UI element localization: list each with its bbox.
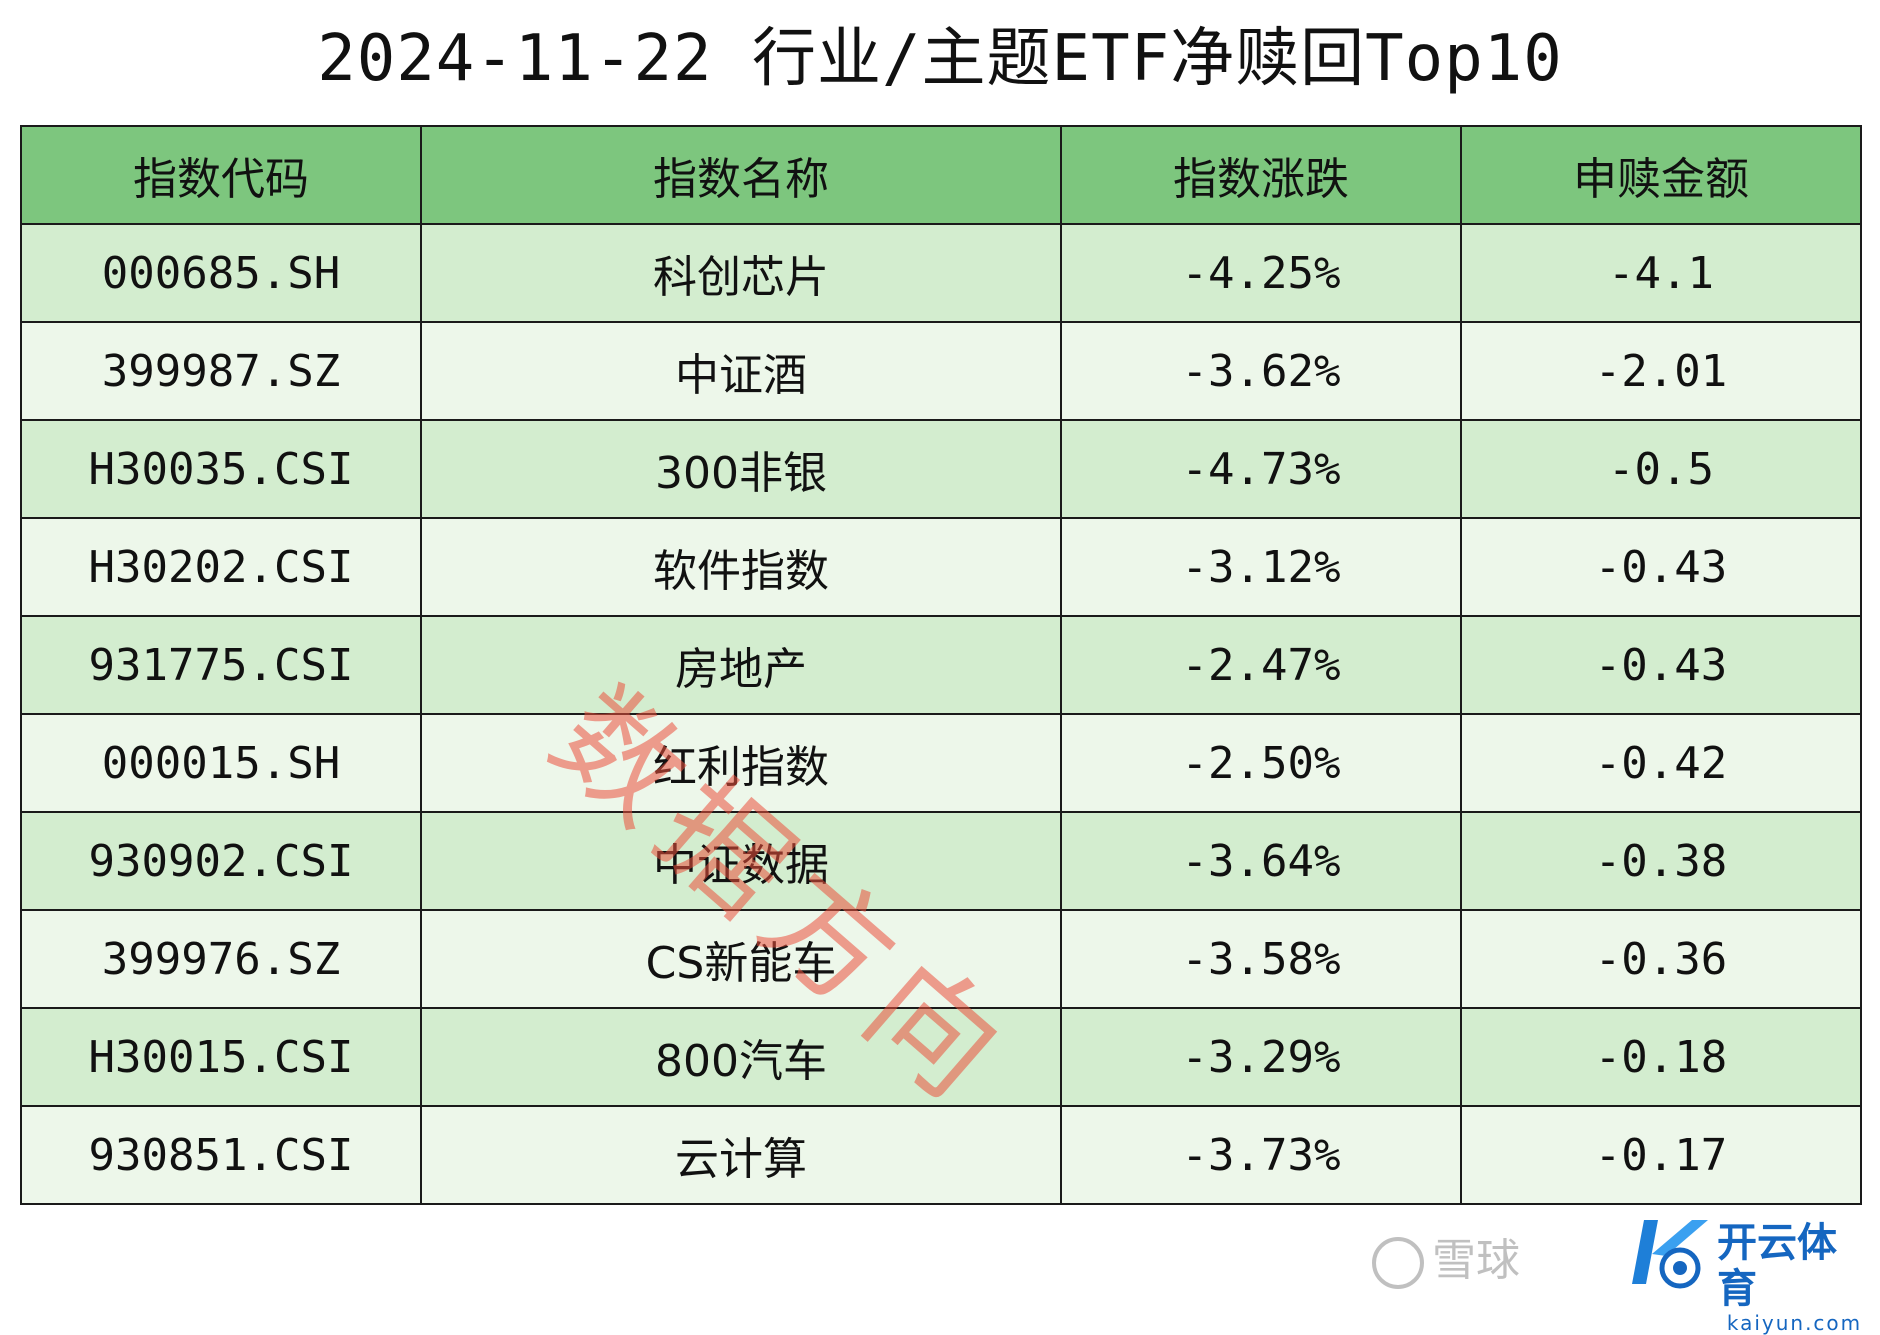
cell-index-code: H30035.CSI — [20, 419, 422, 519]
cell-redemption-amount: -0.18 — [1460, 1007, 1862, 1107]
cell-redemption-amount: -2.01 — [1460, 321, 1862, 421]
cell-index-name: 中证酒 — [420, 321, 1062, 421]
cell-index-code: 930902.CSI — [20, 811, 422, 911]
cell-index-code: 399976.SZ — [20, 909, 422, 1009]
table-row: 399987.SZ 中证酒 -3.62% -2.01 — [20, 321, 1862, 421]
cell-index-name: 房地产 — [420, 615, 1062, 715]
table-row: H30015.CSI 800汽车 -3.29% -0.18 — [20, 1007, 1862, 1107]
cell-index-code: 399987.SZ — [20, 321, 422, 421]
cell-index-change: -2.50% — [1060, 713, 1462, 813]
cell-redemption-amount: -0.17 — [1460, 1105, 1862, 1205]
etf-redemption-table: 指数代码 指数名称 指数涨跌 申赎金额 000685.SH 科创芯片 -4.25… — [20, 125, 1862, 1205]
kaiyun-brand-en: kaiyun.com — [1726, 1311, 1863, 1335]
table-row: 930851.CSI 云计算 -3.73% -0.17 — [20, 1105, 1862, 1205]
cell-index-change: -3.64% — [1060, 811, 1462, 911]
xueqiu-logo-icon — [1372, 1237, 1424, 1289]
cell-index-name: 中证数据 — [420, 811, 1062, 911]
cell-redemption-amount: -0.42 — [1460, 713, 1862, 813]
cell-index-code: 930851.CSI — [20, 1105, 422, 1205]
header-redemption-amount: 申赎金额 — [1460, 125, 1862, 225]
cell-index-change: -3.58% — [1060, 909, 1462, 1009]
cell-index-name: 800汽车 — [420, 1007, 1062, 1107]
cell-redemption-amount: -0.5 — [1460, 419, 1862, 519]
footer-brand: 雪球 开云体育 kaiyun.com — [1372, 1220, 1872, 1334]
cell-index-code: H30202.CSI — [20, 517, 422, 617]
kaiyun-brand: 开云体育 kaiyun.com — [1717, 1220, 1872, 1334]
cell-index-name: CS新能车 — [420, 909, 1062, 1009]
cell-index-name: 软件指数 — [420, 517, 1062, 617]
page-title: 2024-11-22 行业/主题ETF净赎回Top10 — [317, 22, 1563, 96]
cell-index-name: 科创芯片 — [420, 223, 1062, 323]
cell-index-change: -2.47% — [1060, 615, 1462, 715]
cell-index-change: -3.62% — [1060, 321, 1462, 421]
cell-index-change: -3.73% — [1060, 1105, 1462, 1205]
cell-redemption-amount: -0.38 — [1460, 811, 1862, 911]
table-row: H30035.CSI 300非银 -4.73% -0.5 — [20, 419, 1862, 519]
table-row: 930902.CSI 中证数据 -3.64% -0.38 — [20, 811, 1862, 911]
cell-index-code: H30015.CSI — [20, 1007, 422, 1107]
table-row: 399976.SZ CS新能车 -3.58% -0.36 — [20, 909, 1862, 1009]
header-index-change: 指数涨跌 — [1060, 125, 1462, 225]
cell-redemption-amount: -0.43 — [1460, 517, 1862, 617]
table-row: H30202.CSI 软件指数 -3.12% -0.43 — [20, 517, 1862, 617]
xueqiu-watermark: 雪球 — [1372, 1224, 1520, 1289]
cell-index-name: 300非银 — [420, 419, 1062, 519]
xueqiu-label: 雪球 — [1432, 1235, 1520, 1286]
kaiyun-logo-icon — [1632, 1220, 1708, 1289]
cell-redemption-amount: -4.1 — [1460, 223, 1862, 323]
cell-index-change: -4.25% — [1060, 223, 1462, 323]
table-header-row: 指数代码 指数名称 指数涨跌 申赎金额 — [20, 125, 1862, 225]
kaiyun-brand-cn: 开云体育 — [1717, 1220, 1837, 1312]
cell-index-name: 云计算 — [420, 1105, 1062, 1205]
cell-redemption-amount: -0.43 — [1460, 615, 1862, 715]
cell-index-code: 000015.SH — [20, 713, 422, 813]
table-row: 000685.SH 科创芯片 -4.25% -4.1 — [20, 223, 1862, 323]
header-index-code: 指数代码 — [20, 125, 422, 225]
cell-index-change: -3.12% — [1060, 517, 1462, 617]
table-row: 931775.CSI 房地产 -2.47% -0.43 — [20, 615, 1862, 715]
cell-redemption-amount: -0.36 — [1460, 909, 1862, 1009]
cell-index-name: 红利指数 — [420, 713, 1062, 813]
header-index-name: 指数名称 — [420, 125, 1062, 225]
cell-index-change: -3.29% — [1060, 1007, 1462, 1107]
cell-index-change: -4.73% — [1060, 419, 1462, 519]
cell-index-code: 000685.SH — [20, 223, 422, 323]
cell-index-code: 931775.CSI — [20, 615, 422, 715]
table-row: 000015.SH 红利指数 -2.50% -0.42 — [20, 713, 1862, 813]
